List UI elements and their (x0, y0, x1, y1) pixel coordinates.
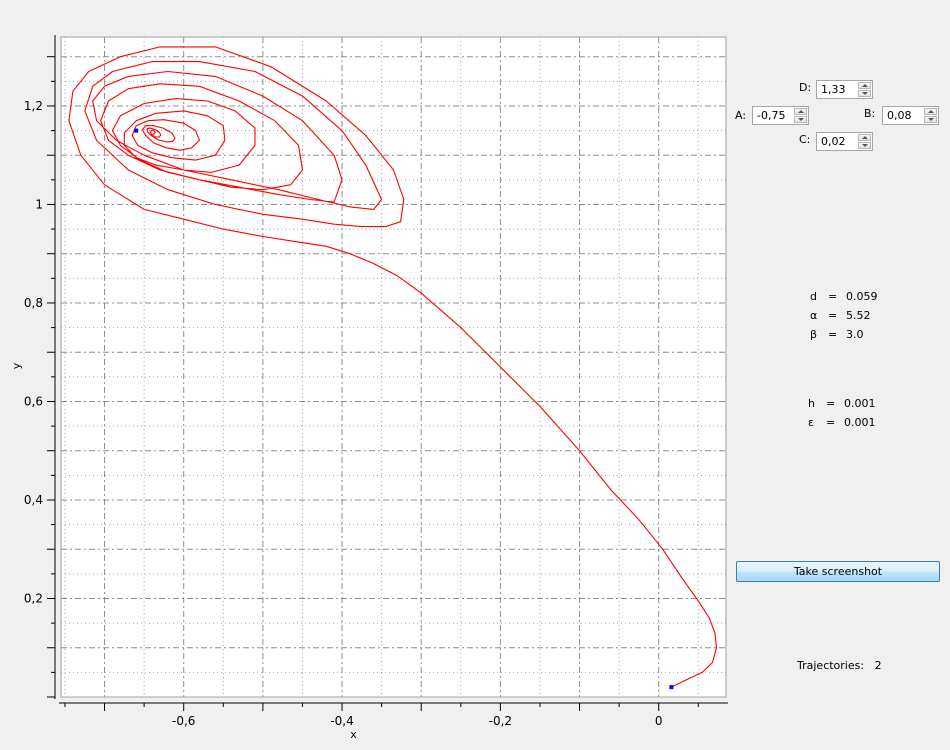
x-tick-label: -0,2 (489, 714, 512, 728)
param-d-decrement-arrow-icon[interactable] (858, 90, 871, 97)
trajectories-count: Trajectories: 2 (797, 659, 882, 672)
param-c-value[interactable]: 0,02 (821, 135, 846, 148)
x-axis-title: x (350, 728, 357, 741)
trajectory-start-marker (134, 128, 139, 133)
info-beta-equals: = (828, 328, 838, 341)
info-eps-row: ε = 0.001 (801, 403, 876, 429)
param-c-decrement-arrow-icon[interactable] (858, 142, 871, 149)
trajectory-start-marker (669, 685, 674, 690)
info-alpha-equals: = (828, 309, 838, 322)
param-b-increment-arrow-icon[interactable] (924, 108, 937, 115)
y-tick-label: 0,6 (24, 394, 43, 408)
info-d-row: d = 0.059 (803, 277, 878, 303)
param-a-label: A: (735, 109, 747, 122)
info-beta-row: β = 3.0 (803, 315, 864, 341)
param-c-increment-arrow-icon[interactable] (858, 134, 871, 141)
trajectory-line (68, 46, 718, 688)
info-alpha-value: 5.52 (846, 309, 871, 322)
info-alpha-row: α = 5.52 (803, 296, 871, 322)
info-d-equals: = (828, 290, 838, 303)
y-tick-label: 1 (35, 197, 43, 211)
y-tick-label: 1,2 (24, 99, 43, 113)
info-h-value: 0.001 (844, 397, 876, 410)
info-d-symbol: d (810, 290, 817, 303)
param-b-decrement-arrow-icon[interactable] (924, 116, 937, 123)
x-tick-label: 0 (655, 714, 663, 728)
info-h-symbol: h (808, 397, 815, 410)
x-tick-label: -0,6 (172, 714, 195, 728)
trajectories-label: Trajectories: (797, 659, 865, 672)
param-b-value[interactable]: 0,08 (887, 109, 912, 122)
info-eps-value: 0.001 (844, 416, 876, 429)
plot-area[interactable] (61, 37, 726, 697)
phase-plot[interactable]: 0,2 0,4 0,6 0,8 1 1,2 -0,6 -0,4 -0,2 0 x y (0, 0, 730, 750)
param-d-value[interactable]: 1,33 (821, 83, 846, 96)
info-h-equals: = (826, 397, 836, 410)
param-a-decrement-arrow-icon[interactable] (794, 116, 807, 123)
param-d-spinbox[interactable]: 1,33 (816, 80, 873, 99)
param-a-value[interactable]: -0,75 (757, 109, 786, 122)
y-tick-label: 0,8 (24, 296, 43, 310)
take-screenshot-button[interactable]: Take screenshot (736, 561, 940, 582)
param-a-increment-arrow-icon[interactable] (794, 108, 807, 115)
param-b-label: B: (864, 107, 876, 120)
info-alpha-symbol: α (810, 309, 818, 322)
y-axis-title: y (10, 362, 23, 369)
x-tick-label: -0,4 (330, 714, 353, 728)
param-c-label: C: (799, 133, 811, 146)
param-b-spinbox[interactable]: 0,08 (882, 106, 939, 125)
info-d-value: 0.059 (846, 290, 878, 303)
y-tick-label: 0,2 (24, 591, 43, 605)
info-beta-symbol: β (810, 328, 818, 341)
info-eps-equals: = (826, 416, 836, 429)
param-d-increment-arrow-icon[interactable] (858, 82, 871, 89)
info-h-row: h = 0.001 (801, 384, 876, 410)
info-beta-value: 3.0 (846, 328, 864, 341)
param-c-spinbox[interactable]: 0,02 (816, 132, 873, 151)
plot-frame (60, 36, 727, 698)
y-tick-label: 0,4 (24, 493, 43, 507)
info-eps-symbol: ε (808, 416, 814, 429)
param-d-label: D: (799, 81, 812, 94)
param-a-spinbox[interactable]: -0,75 (752, 106, 809, 125)
trajectories-value: 2 (874, 659, 882, 672)
